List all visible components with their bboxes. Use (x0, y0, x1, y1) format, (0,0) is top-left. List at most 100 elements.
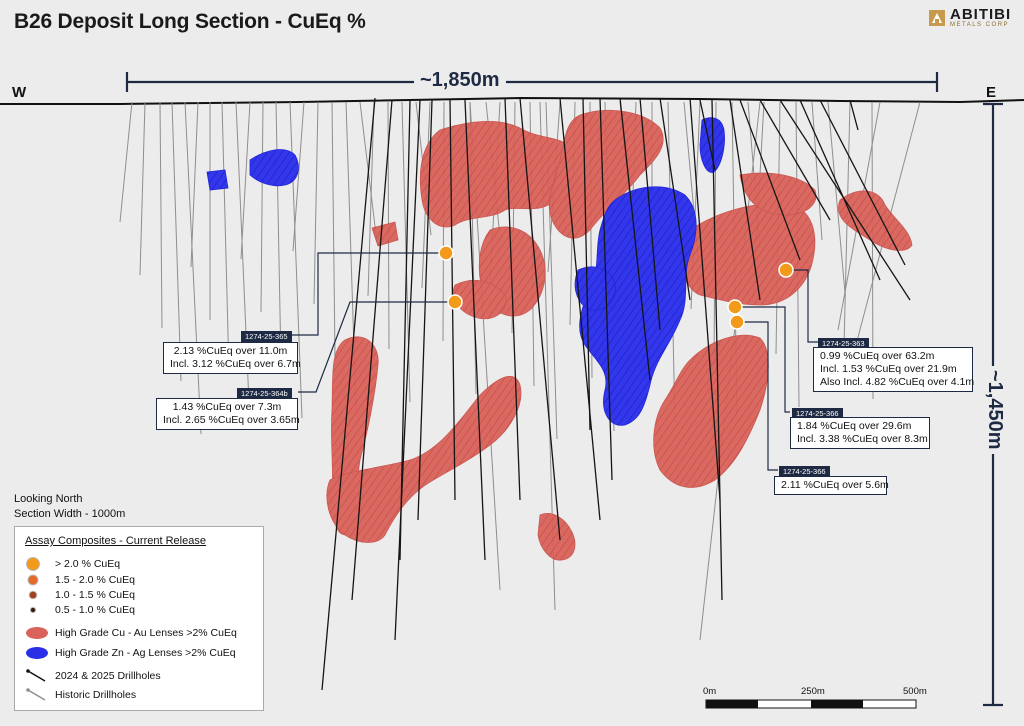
depth-dimension-label: ~1,450m (983, 366, 1006, 454)
recent-drillhole (394, 99, 421, 641)
historic-drillhole (367, 101, 375, 297)
recent-drillhole (799, 99, 881, 281)
scale-bar (705, 699, 917, 709)
page-title: B26 Deposit Long Section - CuEq % (14, 10, 366, 33)
assay-dot-364b (447, 294, 463, 310)
logo-word: ABITIBI (950, 6, 1012, 23)
legend-label: 0.5 - 1.0 % CuEq (55, 604, 135, 616)
historic-drillhole (292, 101, 305, 252)
cu-lens-small-left (371, 221, 399, 247)
recent-drillhole (819, 99, 906, 266)
brown-small-dot-icon (28, 590, 38, 600)
recent-drillhole (619, 97, 651, 381)
recent-drillhole (321, 97, 376, 691)
legend-label: > 2.0 % CuEq (55, 558, 121, 570)
callout-line: Incl. 1.53 %CuEq over 21.9m (820, 363, 957, 375)
orange-medium-dot-icon (27, 574, 39, 586)
historic-drillhole (260, 101, 264, 313)
legend-item: High Grade Cu - Au Lenses >2% CuEq (25, 626, 237, 640)
historic-drillhole (275, 101, 282, 366)
recent-drillhole (739, 99, 801, 261)
assay-dot-366-lower (729, 314, 745, 330)
legend-label: High Grade Cu - Au Lenses >2% CuEq (55, 627, 237, 639)
cu-lens-far-east (838, 190, 913, 251)
callout-line: 1.84 %CuEq over 29.6m (797, 420, 912, 432)
legend-label: 1.5 - 2.0 % CuEq (55, 574, 135, 586)
recent-drillhole (699, 99, 716, 171)
legend-label: 2024 & 2025 Drillholes (55, 670, 161, 682)
historic-drillhole (190, 101, 199, 268)
callout-line: Incl. 3.38 %CuEq over 8.3m (797, 433, 928, 445)
scale-label-250: 250m (801, 686, 825, 697)
callout-line: 1.43 %CuEq over 7.3m (172, 401, 282, 413)
black-drillhole-icon (26, 669, 46, 682)
view-direction: Looking North (14, 493, 83, 505)
recent-drillhole (399, 99, 411, 561)
callout-box: 1.43 %CuEq over 7.3m Incl. 2.65 %CuEq ov… (156, 398, 300, 430)
callout-box: 2.11 %CuEq over 5.6m (774, 476, 889, 495)
legend-item: High Grade Zn - Ag Lenses >2% CuEq (25, 646, 236, 660)
recent-drillhole (689, 97, 721, 501)
legend: Assay Composites - Current Release > 2.0… (14, 526, 264, 711)
legend-label: 1.0 - 1.5 % CuEq (55, 589, 135, 601)
width-dimension-line (125, 72, 939, 92)
callout-line: Incl. 3.12 %CuEq over 6.7m (170, 358, 301, 370)
assay-dot-363 (778, 262, 794, 278)
historic-drillhole (221, 101, 230, 374)
assay-composite-dots (438, 245, 794, 330)
recent-drillhole (599, 97, 613, 481)
callout-tag: 1274-25-365 (241, 331, 292, 342)
historic-drillhole (184, 101, 202, 435)
recent-drillhole (464, 99, 486, 561)
historic-drillhole (159, 101, 163, 329)
surface-topography (0, 96, 1024, 105)
historic-drillhole (331, 101, 336, 358)
recent-drillhole (504, 97, 521, 501)
recent-drillhole (659, 97, 691, 301)
callout-box: 0.99 %CuEq over 63.2m Incl. 1.53 %CuEq o… (813, 347, 974, 392)
cu-lens-upper-central (419, 121, 579, 228)
compass-east: E (986, 84, 997, 101)
scale-label-500: 500m (903, 686, 927, 697)
historic-drillhole (811, 101, 823, 241)
callout-line: Incl. 2.65 %CuEq over 3.65m (163, 414, 300, 426)
orange-large-dot-icon (26, 557, 40, 571)
scale-label-0: 0m (703, 686, 717, 697)
cu-lens-east-large (653, 334, 769, 488)
section-width: Section Width - 1000m (14, 508, 126, 520)
callout-leaders (288, 252, 818, 471)
grey-drillhole-icon (26, 688, 46, 701)
legend-item: 1.5 - 2.0 % CuEq (25, 573, 135, 587)
legend-item: Historic Drillholes (25, 688, 136, 702)
recent-drillhole (519, 97, 561, 541)
historic-drillhole (240, 101, 251, 260)
historic-drillhole (171, 101, 182, 382)
recent-drillhole (639, 97, 661, 331)
callout-line: 0.99 %CuEq over 63.2m (820, 350, 935, 362)
historic-drillhole (827, 101, 846, 294)
callout-tag: 1274-25-366 (792, 408, 843, 419)
recent-drillhole (417, 99, 433, 521)
recent-drillhole (559, 97, 601, 521)
width-dimension-label: ~1,850m (414, 69, 506, 92)
zn-lens-far-west (206, 169, 229, 191)
assay-dot-365 (438, 245, 454, 261)
callout-tag: 1274-25-363 (818, 338, 869, 349)
legend-label: Historic Drillholes (55, 689, 137, 701)
recent-drillhole (729, 99, 761, 301)
assay-dot-366-upper (727, 299, 743, 315)
legend-item: 1.0 - 1.5 % CuEq (25, 588, 135, 602)
recent-drillhole (711, 99, 723, 601)
cu-lens-upper-right-cluster (549, 109, 664, 239)
legend-label: High Grade Zn - Ag Lenses >2% CuEq (55, 647, 236, 659)
callout-box: 2.13 %CuEq over 11.0m Incl. 3.12 %CuEq o… (163, 342, 301, 374)
cu-lens-large-south (326, 375, 522, 543)
legend-item: > 2.0 % CuEq (25, 557, 120, 571)
historic-drillhole (119, 101, 133, 223)
recent-drillholes (321, 97, 911, 691)
company-logo: ABITIBI METALS CORP (928, 6, 1012, 28)
red-lens-icon (26, 627, 48, 639)
abitibi-logo-icon (929, 10, 945, 26)
view-note: Looking North Section Width - 1000m (14, 492, 125, 522)
